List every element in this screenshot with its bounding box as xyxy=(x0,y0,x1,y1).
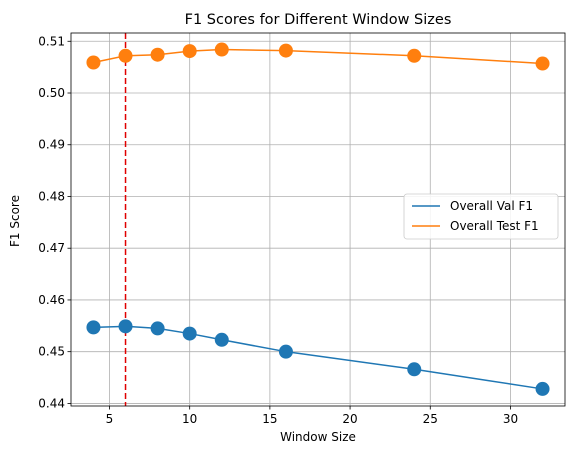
y-tick-label: 0.51 xyxy=(38,34,65,48)
series-2-point xyxy=(214,42,229,57)
chart-title: F1 Scores for Different Window Sizes xyxy=(185,12,452,28)
series-2-point xyxy=(118,48,133,63)
legend-box xyxy=(403,193,559,240)
x-tick-label: 25 xyxy=(423,412,438,426)
y-tick-label: 0.46 xyxy=(38,293,65,307)
y-tick-label: 0.48 xyxy=(38,189,65,203)
y-tick-label: 0.45 xyxy=(38,345,65,359)
y-tick-label: 0.49 xyxy=(38,138,65,152)
series-1-point xyxy=(407,362,422,377)
x-tick-label: 15 xyxy=(262,412,277,426)
x-tick-label: 20 xyxy=(342,412,357,426)
legend-label: Overall Val F1 xyxy=(450,199,533,213)
series-2-point xyxy=(86,55,101,70)
series-1-point xyxy=(86,320,101,335)
series-1-point xyxy=(214,332,229,347)
x-tick-label: 10 xyxy=(182,412,197,426)
y-tick-label: 0.47 xyxy=(38,241,65,255)
plot-frame xyxy=(70,32,566,407)
series-layer xyxy=(86,42,550,396)
series-2-point xyxy=(278,43,293,58)
legend: Overall Val F1 Overall Test F1 xyxy=(403,193,559,240)
y-tick-label: 0.50 xyxy=(38,86,65,100)
series-1-point xyxy=(535,381,550,396)
x-axis-label: Window Size xyxy=(280,430,356,444)
y-tick-label: 0.44 xyxy=(38,396,65,410)
x-tick-label: 5 xyxy=(106,412,114,426)
x-tick-label: 30 xyxy=(503,412,518,426)
series-2-point xyxy=(535,56,550,71)
series-1-point xyxy=(118,319,133,334)
legend-label: Overall Test F1 xyxy=(450,219,539,233)
series-1-point xyxy=(182,326,197,341)
axis-ticks: 5 10 15 20 25 30 0.44 0.45 0.46 0.47 0.48 0.49 0.50 0… xyxy=(38,34,518,426)
series-2-point xyxy=(182,44,197,59)
series-1-point xyxy=(150,321,165,336)
series-2-point xyxy=(150,47,165,62)
y-axis-label: F1 Score xyxy=(8,195,22,247)
series-line-1 xyxy=(93,325,543,390)
series-1-point xyxy=(278,344,293,359)
series-2-point xyxy=(407,48,422,63)
